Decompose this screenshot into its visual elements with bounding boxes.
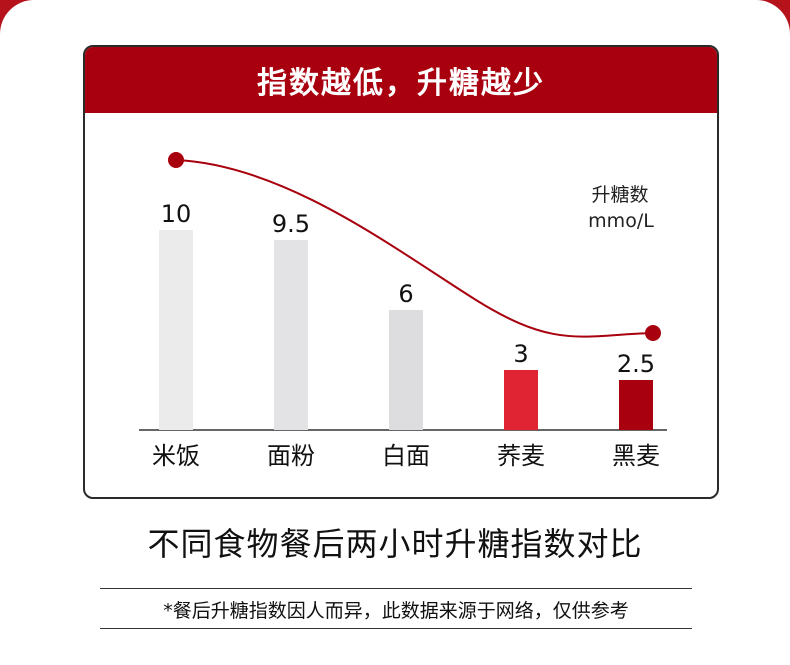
note-top-divider: [100, 588, 692, 589]
category-label: 白面: [382, 442, 430, 470]
trend-end-dot: [645, 325, 661, 341]
chart-card: 指数越低，升糖越少 升糖数 mmo/L 10 米饭 9.5 面粉 6 白面 3 荞麦 2.5 黑麦: [83, 45, 719, 499]
note-bottom-divider: [100, 628, 692, 629]
bar-3: [389, 310, 423, 430]
figure-caption: 不同食物餐后两小时升糖指数对比: [147, 525, 643, 563]
chart-header: 指数越低，升糖越少: [85, 47, 717, 113]
chart-title: 指数越低，升糖越少: [257, 66, 545, 101]
y-axis-label-line2: mmo/L: [588, 210, 654, 232]
bar-value-label: 6: [398, 280, 413, 308]
disclaimer-note: *餐后升糖指数因人而异，此数据来源于网络，仅供参考: [163, 600, 629, 622]
bar-5: [619, 380, 653, 430]
bar-2: [274, 240, 308, 430]
bar-value-label: 2.5: [617, 350, 655, 378]
bar-value-label: 10: [161, 200, 192, 228]
bar-value-label: 9.5: [272, 210, 310, 238]
bar-value-label: 3: [513, 340, 528, 368]
category-label: 黑麦: [612, 442, 660, 470]
y-axis-label-line1: 升糖数: [591, 184, 648, 206]
bar-chart: 升糖数 mmo/L 10 米饭 9.5 面粉 6 白面 3 荞麦 2.5 黑麦: [139, 152, 667, 470]
category-label: 荞麦: [497, 442, 545, 470]
category-label: 面粉: [267, 442, 315, 470]
category-label: 米饭: [152, 442, 200, 470]
bar-1: [159, 230, 193, 430]
trend-start-dot: [168, 152, 184, 168]
trend-curve: [175, 159, 654, 338]
bar-4: [504, 370, 538, 430]
